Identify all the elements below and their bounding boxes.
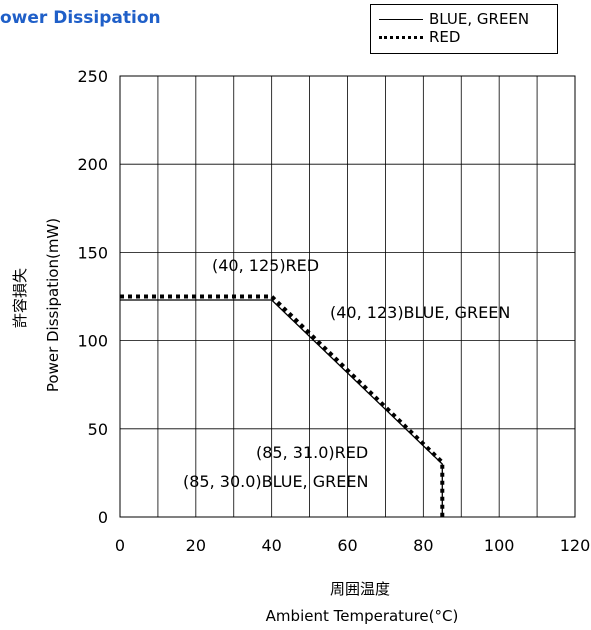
x-axis-label: Ambient Temperature(°C) [266,607,459,625]
x-tick-label: 120 [560,536,591,555]
data-point-annotation: (40, 123)BLUE, GREEN [330,303,510,322]
y-axis-label-jp: 許容損失 [11,268,29,328]
y-axis-label: Power Dissipation(mW) [44,218,62,392]
grid [119,75,576,518]
y-tick-label: 250 [77,67,108,86]
data-point-annotation: (40, 125)RED [212,256,319,275]
legend-entry-blue-green: BLUE, GREEN [379,9,529,29]
y-tick-label: 200 [77,155,108,174]
x-axis-label-jp: 周囲温度 [330,580,390,598]
annotations: (40, 125)RED (40, 123)BLUE, GREEN (85, 31.… [183,256,510,491]
series-line-dotted [120,294,445,517]
legend-label: RED [429,28,461,46]
tick-labels: 0 20 40 60 80 100 120 0 50 100 150 200 250 [77,67,590,555]
legend-swatch-dotted [379,35,423,39]
chart-header-title: ower Dissipation [0,8,161,28]
x-tick-label: 60 [337,536,357,555]
legend-swatch-solid [379,18,423,20]
data-point-annotation: (85, 30.0)BLUE, GREEN [183,472,368,491]
x-tick-label: 0 [115,536,125,555]
y-tick-label: 100 [77,332,108,351]
x-tick-label: 20 [186,536,206,555]
x-tick-label: 100 [484,536,515,555]
series-layer [120,294,445,517]
y-tick-label: 0 [98,508,108,527]
data-point-annotation: (85, 31.0)RED [256,443,368,462]
y-tick-label: 50 [88,420,108,439]
legend-label: BLUE, GREEN [429,10,530,28]
x-tick-label: 80 [413,536,433,555]
x-tick-label: 40 [261,536,281,555]
plot-frame [119,75,576,518]
legend-entry-red: RED [379,27,460,47]
y-tick-label: 150 [77,243,108,262]
legend: BLUE, GREEN RED [370,4,558,54]
